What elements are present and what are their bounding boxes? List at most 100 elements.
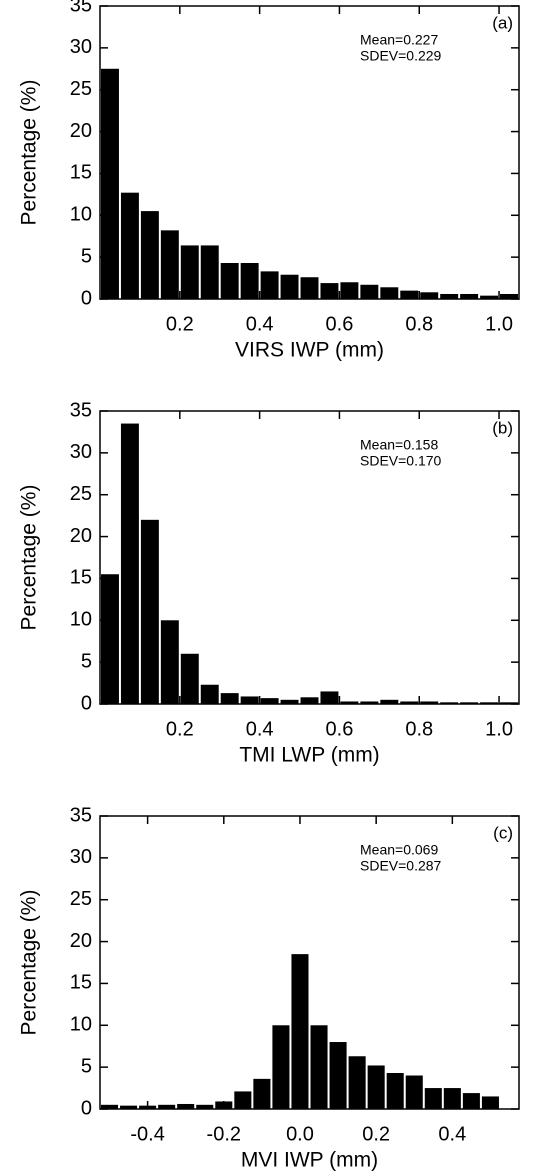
x-axis-label: MVI IWP (mm) xyxy=(241,1149,378,1172)
y-axis-label: Percentage (%) xyxy=(18,80,41,226)
bar xyxy=(310,1025,328,1109)
bar xyxy=(291,954,309,1109)
bar xyxy=(480,295,499,299)
bar xyxy=(280,699,299,704)
y-axis-label: Percentage (%) xyxy=(18,890,41,1036)
bar xyxy=(440,702,459,704)
bar xyxy=(120,192,139,299)
bar xyxy=(140,519,159,704)
bar xyxy=(360,701,379,704)
y-tick-label: 35 xyxy=(70,804,92,826)
y-tick-label: 25 xyxy=(70,888,92,910)
y-tick-label: 0 xyxy=(81,287,92,309)
bar xyxy=(440,293,459,299)
bar xyxy=(400,290,419,299)
bar xyxy=(460,293,479,299)
bar xyxy=(140,211,159,299)
y-tick-label: 10 xyxy=(70,204,92,226)
x-tick-label: 0.4 xyxy=(246,313,274,335)
bar xyxy=(340,282,359,299)
bar xyxy=(367,1065,385,1109)
stat-annotation: SDEV=0.229 xyxy=(360,48,442,64)
y-tick-label: 25 xyxy=(70,78,92,100)
bar xyxy=(200,245,219,299)
stat-annotation: SDEV=0.170 xyxy=(360,453,442,469)
bar xyxy=(320,283,339,299)
bar xyxy=(260,271,279,299)
axes-frame xyxy=(99,815,520,1110)
bar xyxy=(220,693,239,704)
x-tick-label: 0.2 xyxy=(362,1123,390,1145)
bar xyxy=(101,574,119,704)
bar xyxy=(481,1096,499,1109)
x-tick-label: -0.2 xyxy=(207,1123,241,1145)
y-tick-label: 25 xyxy=(70,483,92,505)
bar xyxy=(420,292,439,299)
x-tick-label: 0.4 xyxy=(246,718,274,740)
bar xyxy=(253,1078,271,1109)
bar xyxy=(405,1075,423,1109)
bar xyxy=(234,1091,252,1109)
bar xyxy=(500,702,518,704)
bar xyxy=(360,284,379,299)
y-tick-label: 20 xyxy=(70,930,92,952)
panel-label: (a) xyxy=(492,13,513,32)
y-tick-label: 10 xyxy=(70,1014,92,1036)
x-axis-label: TMI LWP (mm) xyxy=(239,744,379,767)
bar xyxy=(300,697,319,704)
bar xyxy=(177,1103,195,1109)
bar xyxy=(272,1025,290,1109)
bar xyxy=(443,1088,461,1109)
bar xyxy=(348,1056,366,1109)
y-tick-label: 0 xyxy=(81,1097,92,1119)
bar xyxy=(120,423,139,704)
y-tick-label: 35 xyxy=(70,399,92,421)
bar xyxy=(480,702,499,704)
x-tick-label: 0.2 xyxy=(166,718,194,740)
y-tick-label: 5 xyxy=(81,1055,92,1077)
panel-label: (b) xyxy=(492,418,513,437)
bar xyxy=(260,698,279,704)
x-tick-label: 0.2 xyxy=(166,313,194,335)
y-tick-label: 35 xyxy=(70,0,92,16)
x-tick-label: 0.6 xyxy=(326,313,354,335)
bar xyxy=(386,1073,404,1109)
y-tick-label: 15 xyxy=(70,567,92,589)
stat-annotation: Mean=0.158 xyxy=(360,437,438,453)
bar xyxy=(320,691,339,704)
x-tick-label: 0.8 xyxy=(405,313,433,335)
y-tick-label: 5 xyxy=(81,245,92,267)
bar xyxy=(180,653,199,704)
y-tick-label: 15 xyxy=(70,972,92,994)
y-tick-label: 20 xyxy=(70,120,92,142)
panel-label: (c) xyxy=(493,823,513,842)
x-tick-label: -0.4 xyxy=(130,1123,164,1145)
bar xyxy=(196,1104,214,1109)
bar xyxy=(101,68,119,300)
bar xyxy=(180,245,199,299)
y-axis-label: Percentage (%) xyxy=(18,485,41,631)
y-tick-label: 5 xyxy=(81,650,92,672)
y-tick-label: 30 xyxy=(70,36,92,58)
bar xyxy=(158,1104,176,1109)
bar xyxy=(240,696,259,704)
stat-annotation: Mean=0.227 xyxy=(360,32,438,48)
bar xyxy=(101,1104,119,1109)
y-tick-label: 20 xyxy=(70,525,92,547)
bar xyxy=(220,263,239,299)
bar xyxy=(462,1093,480,1109)
bar xyxy=(160,620,179,704)
bar xyxy=(200,684,219,704)
x-tick-label: 0.6 xyxy=(326,718,354,740)
bar xyxy=(240,263,259,299)
x-tick-label: 1.0 xyxy=(485,313,513,335)
x-tick-label: 0.4 xyxy=(438,1123,466,1145)
bar xyxy=(160,230,179,299)
bar xyxy=(280,274,299,299)
bar xyxy=(380,287,399,299)
x-tick-label: 0.8 xyxy=(405,718,433,740)
y-tick-label: 30 xyxy=(70,846,92,868)
bar xyxy=(500,293,518,299)
